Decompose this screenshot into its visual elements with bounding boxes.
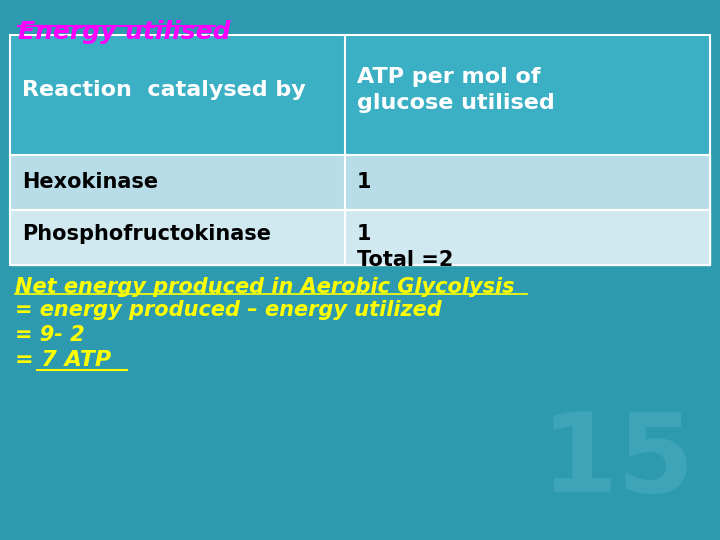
Text: 1: 1 bbox=[357, 172, 372, 192]
Bar bbox=[10, 210, 710, 265]
Text: Hexokinase: Hexokinase bbox=[22, 172, 158, 192]
Text: Energy utilised: Energy utilised bbox=[18, 20, 230, 44]
Text: 15: 15 bbox=[541, 408, 695, 515]
Text: = energy produced – energy utilized: = energy produced – energy utilized bbox=[15, 300, 442, 320]
Text: ATP per mol of
glucose utilised: ATP per mol of glucose utilised bbox=[357, 67, 554, 113]
Text: = 9- 2: = 9- 2 bbox=[15, 325, 85, 345]
Text: Net energy produced in Aerobic Glycolysis: Net energy produced in Aerobic Glycolysi… bbox=[15, 277, 515, 297]
Text: = 7 ATP: = 7 ATP bbox=[15, 350, 111, 370]
Text: Reaction  catalysed by: Reaction catalysed by bbox=[22, 80, 306, 100]
Bar bbox=[10, 35, 710, 155]
Bar bbox=[10, 35, 710, 265]
Text: Phosphofructokinase: Phosphofructokinase bbox=[22, 224, 271, 244]
Bar bbox=[10, 155, 710, 210]
Text: 1
Total =2: 1 Total =2 bbox=[357, 224, 454, 271]
